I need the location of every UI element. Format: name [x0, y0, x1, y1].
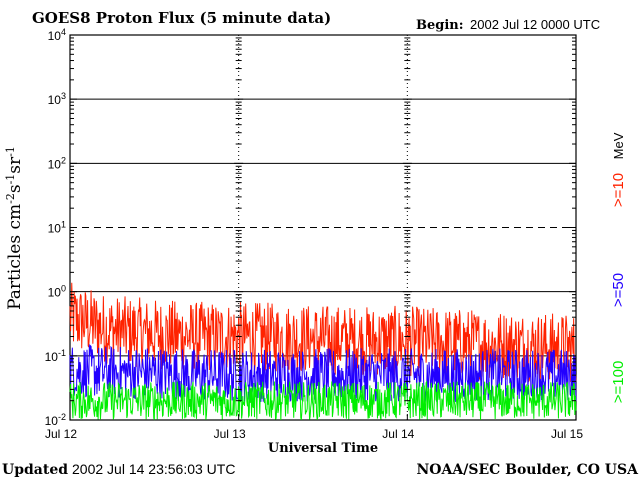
- legend-item-ge100: >=100: [610, 361, 627, 404]
- updated-value: 2002 Jul 14 23:56:03 UTC: [72, 461, 235, 477]
- x-tick-label: Jul 12: [45, 427, 77, 441]
- begin-label: Begin:: [416, 18, 464, 33]
- x-axis-label: Universal Time: [268, 441, 378, 456]
- y-tick-label: 10-1: [45, 348, 66, 364]
- series-line-ge100mev: [69, 380, 577, 421]
- y-tick-label: 101: [48, 220, 66, 236]
- begin-value: 2002 Jul 12 0000 UTC: [470, 17, 600, 32]
- y-axis-label: Particles cm-2s-1sr-1: [4, 146, 26, 310]
- legend-item-ge50: >=50: [610, 273, 627, 307]
- y-tick-exp: -1: [58, 348, 66, 358]
- y-tick-base: 10: [45, 350, 59, 364]
- y-tick-label: 100: [48, 284, 66, 300]
- y-tick-label: 10-2: [45, 412, 66, 428]
- y-tick-base: 10: [48, 286, 62, 300]
- y-axis-label-text: sr: [5, 156, 25, 174]
- legend: MeV >=10 >=50 >=100: [610, 132, 627, 403]
- y-tick-exp: 2: [61, 155, 66, 165]
- legend-item-ge10: >=10: [610, 173, 627, 207]
- legend-unit: MeV: [611, 132, 626, 159]
- y-tick-base: 10: [48, 29, 62, 43]
- y-axis-label-text: Particles cm: [5, 204, 25, 310]
- y-tick-exp: 4: [61, 27, 66, 37]
- y-tick-base: 10: [45, 414, 59, 428]
- y-tick-base: 10: [48, 157, 62, 171]
- y-axis-label-sup: -2: [4, 193, 17, 204]
- y-tick-base: 10: [48, 93, 62, 107]
- chart-title: GOES8 Proton Flux (5 minute data): [32, 9, 331, 27]
- y-tick-label: 104: [48, 27, 66, 43]
- y-axis-label-text: s: [5, 184, 25, 193]
- credit-text: NOAA/SEC Boulder, CO USA: [417, 462, 640, 478]
- series-layer: [69, 282, 577, 421]
- x-tick-label: Jul 15: [551, 427, 583, 441]
- y-tick-exp: -2: [58, 412, 66, 422]
- y-tick-exp: 3: [61, 91, 66, 101]
- x-tick-label: Jul 13: [214, 427, 246, 441]
- y-tick-base: 10: [48, 222, 62, 236]
- updated-label: Updated: [2, 462, 68, 478]
- x-tick-label: Jul 14: [382, 427, 414, 441]
- y-tick-label: 103: [48, 91, 66, 107]
- y-axis-label-sup: -1: [4, 146, 17, 157]
- y-tick-exp: 0: [61, 284, 66, 294]
- y-tick-exp: 1: [61, 220, 66, 230]
- y-axis-label-sup: -1: [4, 174, 17, 185]
- y-tick-label: 102: [48, 155, 66, 171]
